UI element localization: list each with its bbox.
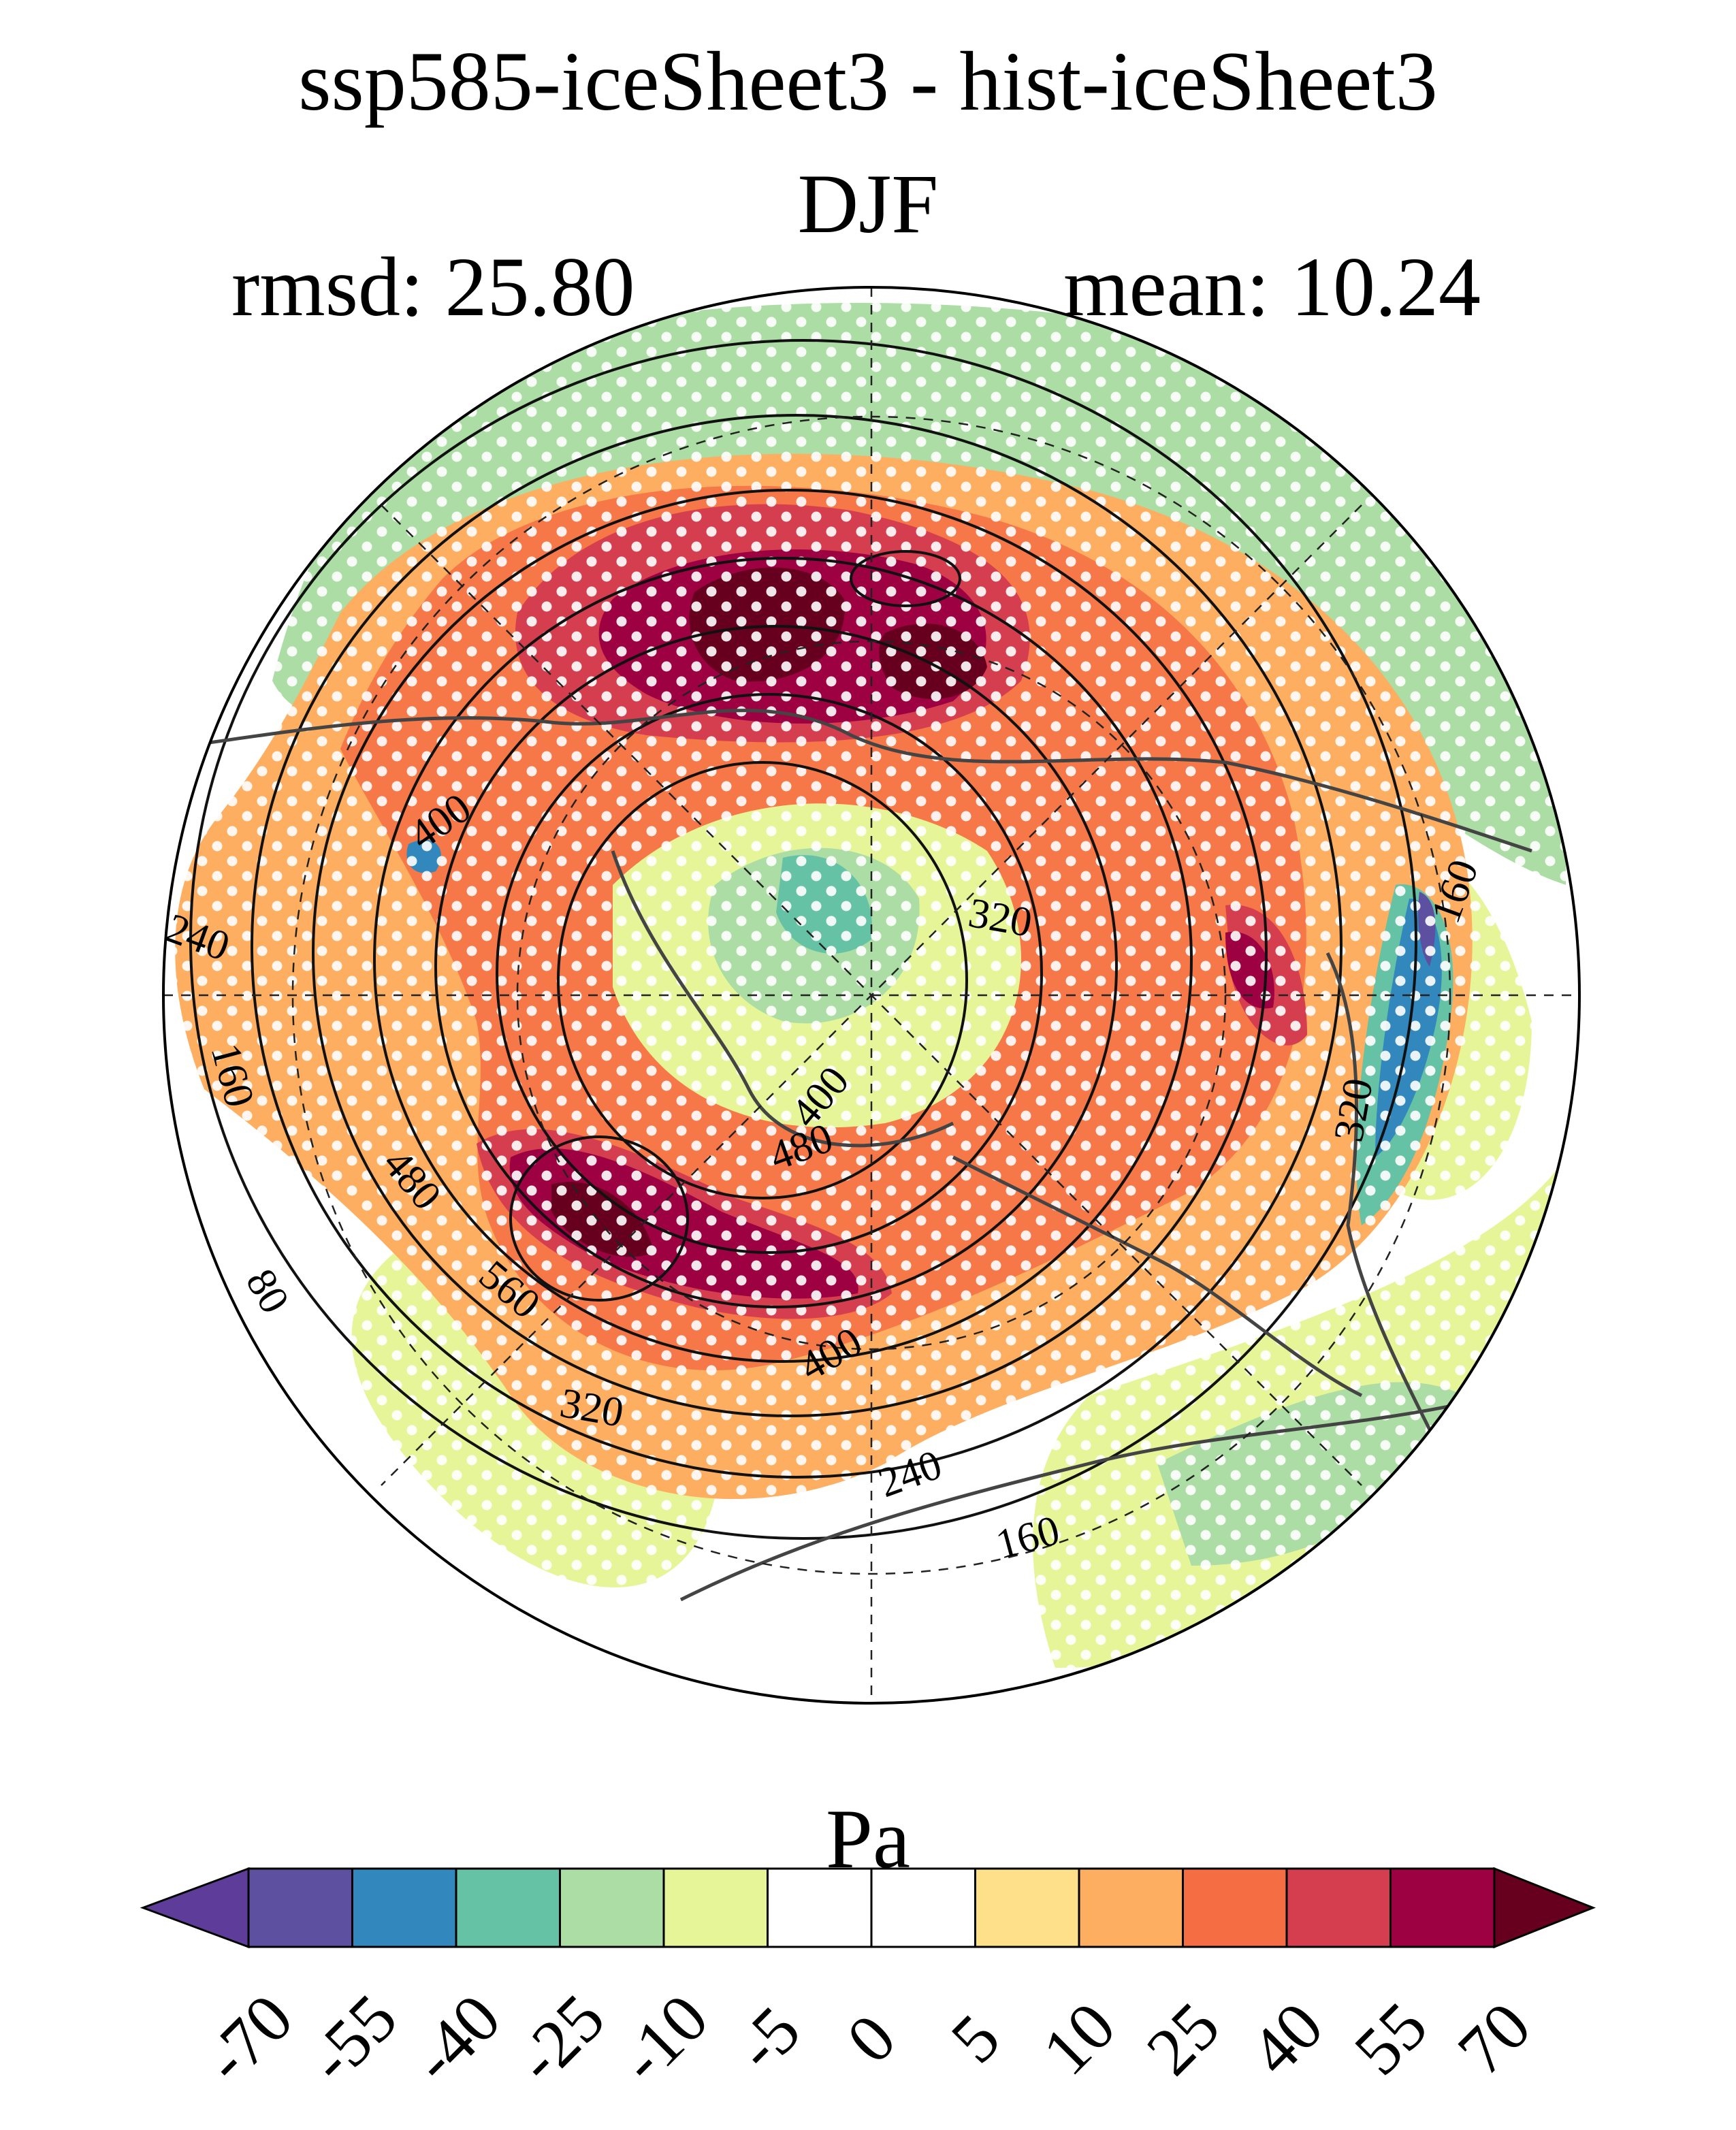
- colorbar-box: [1285, 1867, 1392, 1948]
- colorbar-box: [767, 1867, 873, 1948]
- colorbar-extend-high: [1493, 1867, 1596, 1949]
- colorbar-box: [455, 1867, 561, 1948]
- colorbar-tick-label: 55: [1339, 1988, 1441, 2090]
- map-title: ssp585-iceSheet3 - hist-iceSheet3: [298, 35, 1438, 128]
- colorbar: [140, 1867, 1596, 1949]
- colorbar-box: [351, 1867, 457, 1948]
- map-boundary: [162, 286, 1581, 1705]
- colorbar-tick-label: 40: [1236, 1988, 1338, 2090]
- colorbar-box: [1389, 1867, 1496, 1948]
- colorbar-tick-label: 5: [936, 1999, 1014, 2078]
- colorbar-extend-low: [140, 1867, 250, 1949]
- coastlines: [163, 709, 1532, 1602]
- colorbar-tick-label: 10: [1028, 1988, 1130, 2090]
- colorbar-box: [559, 1867, 665, 1948]
- colorbar-tick-label: 0: [832, 1999, 910, 2078]
- contour-label: 320: [557, 1380, 627, 1436]
- colorbar-box: [247, 1867, 353, 1948]
- colorbar-box: [662, 1867, 769, 1948]
- mean-label: mean: 10.24: [1063, 240, 1481, 334]
- colorbar-tick-label: -5: [720, 1991, 814, 2086]
- field-layer: [163, 287, 1579, 1703]
- graticule: [163, 287, 1579, 1703]
- rmsd-label: rmsd: 25.80: [231, 240, 635, 334]
- units-label: Pa: [826, 1792, 910, 1886]
- colorbar-box: [870, 1867, 976, 1948]
- contour-label: 320: [965, 890, 1035, 946]
- polar-map: 400 240 160 80 480 560 320 400 240 160 3…: [160, 286, 1581, 1705]
- season-label: DJF: [797, 157, 939, 251]
- colorbar-box: [1078, 1867, 1184, 1948]
- colorbar-tick-label: 70: [1443, 1988, 1545, 2090]
- colorbar-box: [974, 1867, 1080, 1948]
- contour-lines: [189, 339, 1417, 1540]
- colorbar-box: [1182, 1867, 1288, 1948]
- contour-label: 320: [1325, 1075, 1382, 1145]
- colorbar-tick-label: 25: [1131, 1988, 1234, 2090]
